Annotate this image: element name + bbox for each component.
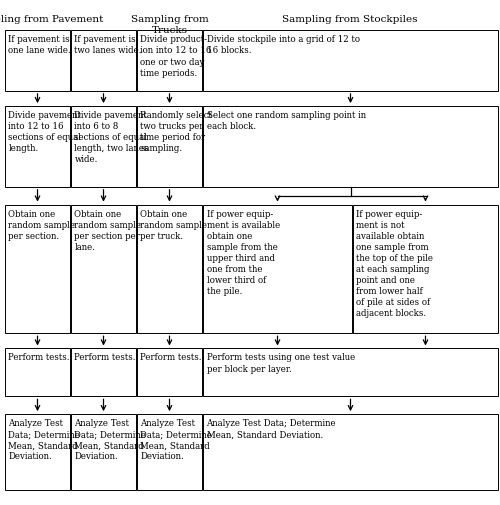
- FancyBboxPatch shape: [5, 30, 70, 91]
- FancyBboxPatch shape: [137, 30, 202, 91]
- FancyBboxPatch shape: [71, 30, 136, 91]
- FancyBboxPatch shape: [71, 348, 136, 396]
- Text: Analyze Test
Data; Determine
Mean, Standard
Deviation.: Analyze Test Data; Determine Mean, Stand…: [140, 419, 212, 462]
- Text: Randomly select
two trucks per
time period for
sampling.: Randomly select two trucks per time peri…: [140, 111, 212, 154]
- FancyBboxPatch shape: [203, 414, 498, 490]
- Text: If power equip-
ment is available
obtain one
sample from the
upper third and
one: If power equip- ment is available obtain…: [206, 210, 280, 296]
- FancyBboxPatch shape: [203, 348, 498, 396]
- Text: Analyze Test
Data; Determine
Mean, Standard
Deviation.: Analyze Test Data; Determine Mean, Stand…: [8, 419, 81, 462]
- Text: Obtain one
random sample
per section per
lane.: Obtain one random sample per section per…: [74, 210, 142, 252]
- Text: Select one random sampling point in
each block.: Select one random sampling point in each…: [206, 111, 366, 131]
- Text: Obtain one
random sample
per truck.: Obtain one random sample per truck.: [140, 210, 207, 241]
- Text: Perform tests.: Perform tests.: [74, 354, 136, 363]
- Text: Divide stockpile into a grid of 12 to
16 blocks.: Divide stockpile into a grid of 12 to 16…: [206, 35, 360, 56]
- FancyBboxPatch shape: [5, 414, 70, 490]
- FancyBboxPatch shape: [5, 348, 70, 396]
- FancyBboxPatch shape: [71, 205, 136, 333]
- FancyBboxPatch shape: [5, 205, 70, 333]
- Text: Perform tests.: Perform tests.: [140, 354, 202, 363]
- Text: Analyze Test
Data; Determine
Mean, Standard
Deviation.: Analyze Test Data; Determine Mean, Stand…: [74, 419, 146, 462]
- FancyBboxPatch shape: [203, 205, 352, 333]
- FancyBboxPatch shape: [71, 414, 136, 490]
- Text: If pavement is
two lanes wide.: If pavement is two lanes wide.: [74, 35, 142, 56]
- FancyBboxPatch shape: [137, 414, 202, 490]
- Text: If pavement is
one lane wide.: If pavement is one lane wide.: [8, 35, 72, 56]
- FancyBboxPatch shape: [203, 106, 498, 187]
- FancyBboxPatch shape: [137, 348, 202, 396]
- Text: If power equip-
ment is not
available obtain
one sample from
the top of the pile: If power equip- ment is not available ob…: [356, 210, 434, 319]
- Text: Perform tests.: Perform tests.: [8, 354, 70, 363]
- Text: Obtain one
random sample
per section.: Obtain one random sample per section.: [8, 210, 76, 241]
- Text: Sampling from
Trucks: Sampling from Trucks: [130, 15, 208, 34]
- Text: Sampling from Pavement: Sampling from Pavement: [0, 15, 104, 24]
- Text: Divide product-
ion into 12 to 16
one or two day
time periods.: Divide product- ion into 12 to 16 one or…: [140, 35, 212, 78]
- FancyBboxPatch shape: [137, 106, 202, 187]
- FancyBboxPatch shape: [203, 30, 498, 91]
- Text: Divide pavement
into 12 to 16
sections of equal
length.: Divide pavement into 12 to 16 sections o…: [8, 111, 82, 154]
- FancyBboxPatch shape: [5, 106, 70, 187]
- FancyBboxPatch shape: [353, 205, 498, 333]
- Text: Perform tests using one test value
per block per layer.: Perform tests using one test value per b…: [206, 354, 355, 374]
- FancyBboxPatch shape: [137, 205, 202, 333]
- Text: Divide pavement
into 6 to 8
sections of equal
length, two lanes
wide.: Divide pavement into 6 to 8 sections of …: [74, 111, 149, 165]
- Text: Analyze Test Data; Determine
Mean, Standard Deviation.: Analyze Test Data; Determine Mean, Stand…: [206, 419, 336, 439]
- Text: Sampling from Stockpiles: Sampling from Stockpiles: [282, 15, 418, 24]
- FancyBboxPatch shape: [71, 106, 136, 187]
